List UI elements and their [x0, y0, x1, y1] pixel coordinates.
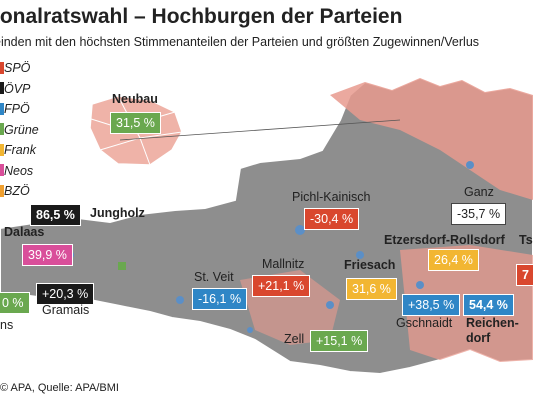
page-title: ionalratswahl – Hochburgen der Parteien [0, 5, 403, 28]
place-name-jungholz: Jungholz [90, 206, 145, 220]
place-name-st-veit: St. Veit [194, 270, 234, 284]
place-name-dalaas: Dalaas [4, 225, 45, 239]
credit-line: © APA, Quelle: APA/BMI [0, 382, 119, 394]
value-badge-ganz: -35,7 % [451, 203, 507, 225]
legend-item-spo: SPÖ [4, 61, 31, 75]
legend-item-ovp: ÖVP [4, 81, 31, 96]
place-name-etzersdorf-rollsdorf: Etzersdorf-Rollsdorf [384, 233, 505, 247]
legend-item-neos: Neos [4, 163, 34, 178]
place-name-zell: Zell [284, 332, 305, 346]
legend-swatches [0, 62, 4, 197]
legend: SPÖ ÖVP FPÖ Grüne Frank Neos BZÖ [0, 58, 60, 202]
value-badge-left-partial: 0 % [0, 292, 30, 314]
value-badge-reichendorf: 54,4 % [463, 294, 514, 316]
value-badge-etzersdorf-rollsdorf: 26,4 % [428, 249, 479, 271]
place-name-friesach: Friesach [344, 258, 396, 272]
place-name-ganz: Ganz [464, 185, 494, 199]
page-subtitle: einden mit den höchsten Stimmenanteilen … [0, 35, 480, 49]
legend-item-frank: Frank [4, 143, 36, 157]
legend-item-grune: Grüne [4, 122, 39, 137]
value-badge-pichl-kainisch: -30,4 % [304, 208, 360, 230]
place-name-right-partial: Ts [519, 233, 533, 247]
place-name-gramais: Gramais [42, 303, 90, 317]
value-badge-zell: +15,1 % [310, 330, 369, 352]
value-badge-st-veit: -16,1 % [192, 288, 248, 310]
legend-item-bzo: BZÖ [4, 184, 30, 198]
value-badge-gramais: +20,3 % [36, 283, 95, 305]
legend-item-fpo: FPÖ [4, 102, 30, 116]
place-name-pichl-kainisch: Pichl-Kainisch [292, 190, 371, 204]
value-badge-right-partial: 7 [516, 264, 533, 286]
value-badge-gschnaidt: +38,5 % [402, 294, 461, 316]
place-name-gschnaidt: Gschnaidt [396, 316, 453, 330]
value-badge-neubau: 31,5 % [110, 112, 161, 134]
place-name-left-partial: ns [0, 318, 14, 332]
place-name-mallnitz: Mallnitz [262, 257, 305, 271]
value-badge-jungholz: 86,5 % [30, 204, 81, 226]
place-name-neubau: Neubau [112, 92, 158, 106]
value-badge-dalaas: 39,9 % [22, 244, 73, 266]
austria-shape [0, 76, 533, 376]
value-badge-friesach: 31,6 % [346, 278, 397, 300]
place-name-reichendorf: Reichen- dorf [466, 316, 519, 345]
value-badge-mallnitz: +21,1 % [252, 275, 311, 297]
